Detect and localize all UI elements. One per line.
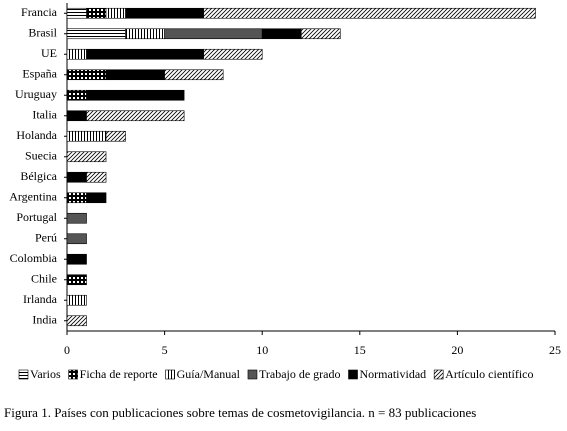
bar-segment xyxy=(66,233,87,245)
y-tick-label: Argentina xyxy=(9,190,57,204)
y-tick-label: Perú xyxy=(35,231,57,245)
bar-segment xyxy=(105,69,165,81)
legend-swatch xyxy=(68,369,78,380)
bar-segment xyxy=(86,110,185,122)
bar-segment xyxy=(66,7,87,19)
bar-segment xyxy=(261,28,302,40)
bar-segment xyxy=(66,28,126,40)
bar-segment xyxy=(66,274,87,286)
y-tick-label: España xyxy=(22,67,57,81)
bar-segment xyxy=(66,69,107,81)
bar-segment xyxy=(86,48,204,60)
x-tick-label: 20 xyxy=(451,343,463,357)
bar-segment xyxy=(300,28,341,40)
bar-segment xyxy=(203,48,263,60)
y-tick-label: Suecia xyxy=(25,149,58,163)
y-tick-label: Colombia xyxy=(10,251,58,265)
caption: Figura 1. Países con publicaciones sobre… xyxy=(4,405,476,420)
y-tick-label: Holanda xyxy=(16,128,57,142)
y-tick-label: Italia xyxy=(32,108,57,122)
bar-segment xyxy=(66,110,87,122)
legend-swatch xyxy=(247,369,258,380)
bar-segment xyxy=(86,171,107,183)
bar-segment xyxy=(66,253,87,265)
legend-label: Guía/Manual xyxy=(177,367,241,381)
y-tick-label: Portugal xyxy=(16,210,57,224)
x-tick-label: 15 xyxy=(354,343,366,357)
legend-label: Artículo científico xyxy=(445,367,533,381)
y-tick-label: Chile xyxy=(31,272,57,286)
bar-segment xyxy=(66,192,87,204)
bar-segment xyxy=(66,151,107,163)
y-tick-label: Irlanda xyxy=(23,292,58,306)
bar-segment xyxy=(105,130,126,142)
legend-label: Trabajo de grado xyxy=(259,367,341,381)
y-tick-label: Bélgica xyxy=(20,169,57,183)
bar-segment xyxy=(66,315,87,327)
bar-segment xyxy=(66,171,87,183)
bar-segment xyxy=(66,294,87,306)
legend-label: Ficha de reporte xyxy=(80,367,158,381)
bar-segment xyxy=(86,89,185,101)
bar-segment xyxy=(86,7,107,19)
legend-swatch xyxy=(165,369,175,380)
legend-swatch xyxy=(348,369,358,380)
x-tick-label: 0 xyxy=(64,343,70,357)
bar-segment xyxy=(105,7,126,19)
bar-segment xyxy=(125,28,165,40)
y-tick-label: India xyxy=(32,313,57,327)
bar-segment xyxy=(86,192,107,204)
legend-swatch xyxy=(18,369,29,380)
legend-label: Normatividad xyxy=(360,367,427,381)
y-tick-label: UE xyxy=(41,46,57,60)
x-tick-label: 5 xyxy=(162,343,168,357)
bar-segment xyxy=(164,28,263,40)
x-tick-label: 10 xyxy=(256,343,268,357)
bar-segment xyxy=(66,130,107,142)
bar-segment xyxy=(203,7,536,19)
y-tick-label: Uruguay xyxy=(15,87,57,101)
legend-label: Varios xyxy=(30,367,61,381)
y-tick-label: Brasil xyxy=(28,26,57,40)
bar-segment xyxy=(66,48,87,60)
legend-swatch xyxy=(433,369,444,380)
bar-segment xyxy=(164,69,224,81)
bar-segment xyxy=(125,7,204,19)
bar-segment xyxy=(66,89,87,101)
y-tick-label: Francia xyxy=(21,5,58,19)
bar-segment xyxy=(66,212,87,224)
x-tick-label: 25 xyxy=(549,343,561,357)
